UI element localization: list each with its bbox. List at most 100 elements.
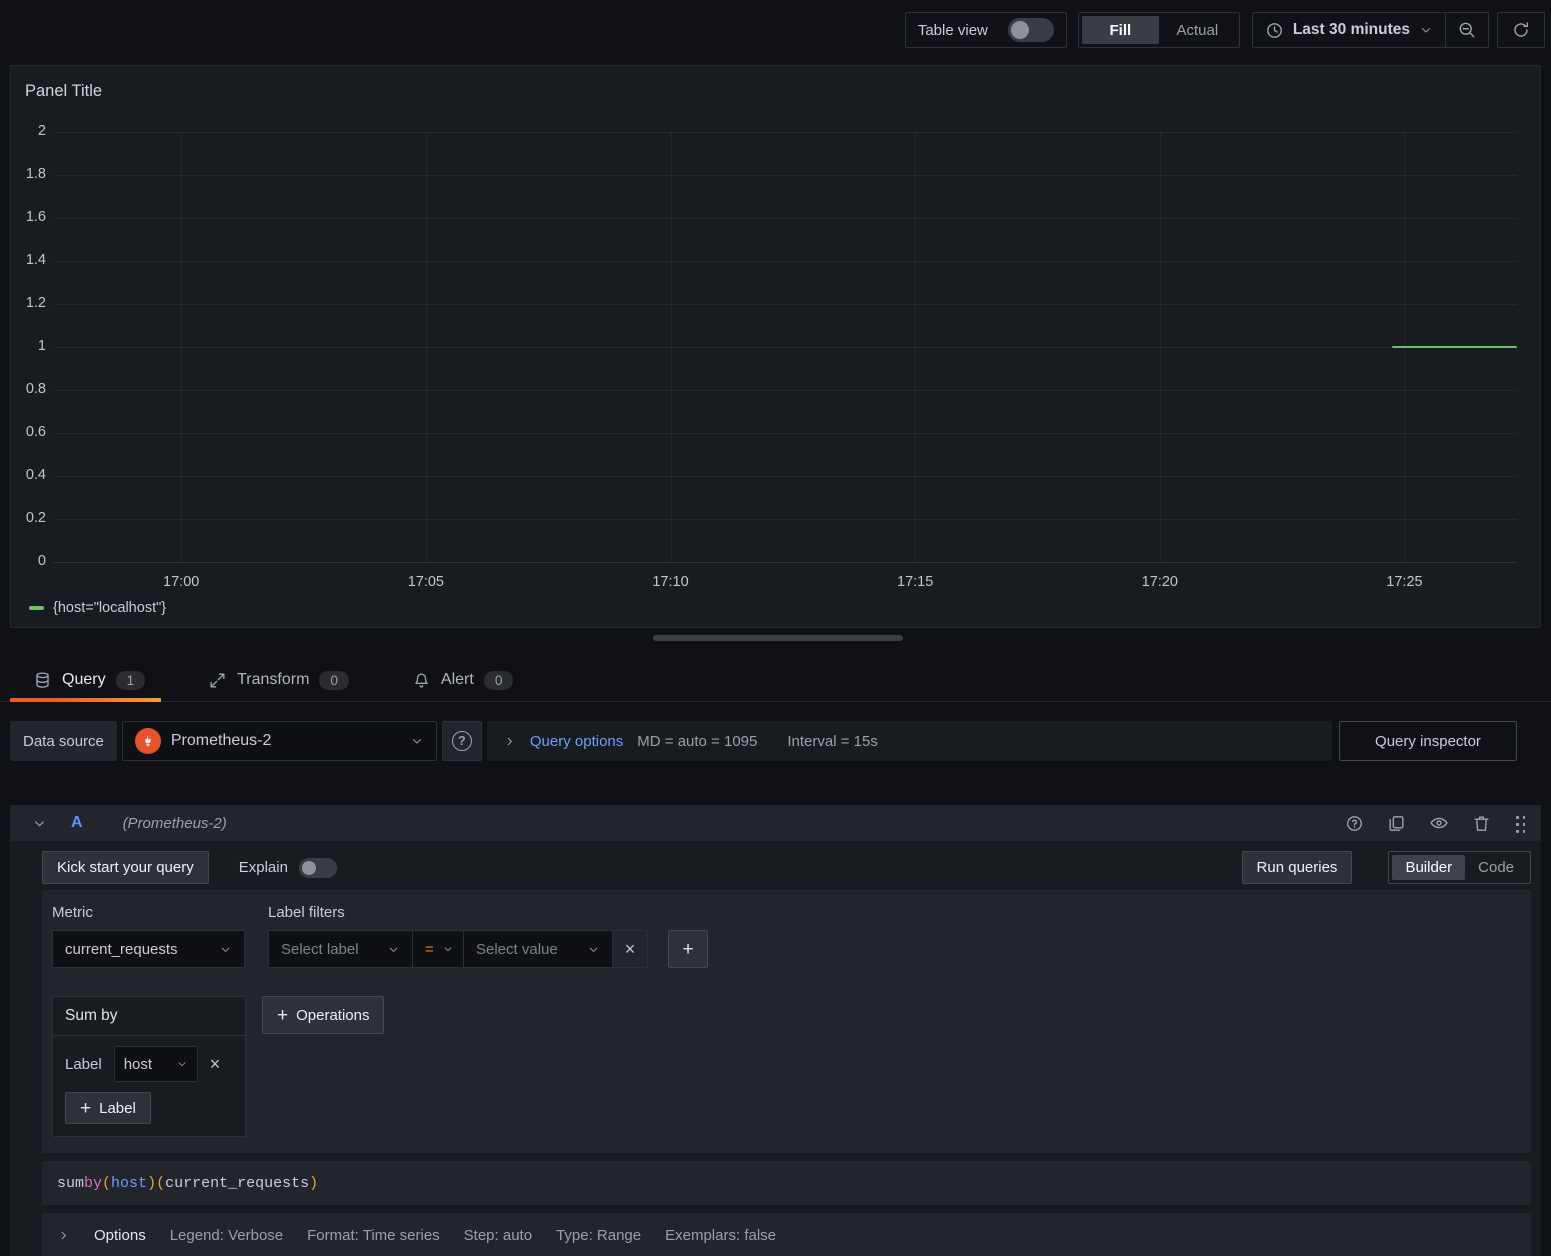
label-name-select[interactable]: Select label [268, 930, 413, 968]
add-label-button[interactable]: Label [65, 1092, 151, 1124]
sum-by-title[interactable]: Sum by [53, 997, 245, 1036]
table-view-control[interactable]: Table view [904, 12, 1067, 48]
options-step-summary: Step: auto [463, 1226, 533, 1244]
y-tick-label: 0.8 [25, 381, 46, 397]
zoom-out-button[interactable] [1445, 12, 1489, 48]
table-view-toggle[interactable] [1007, 18, 1054, 42]
prometheus-icon [134, 728, 161, 754]
remove-filter-button[interactable] [612, 930, 648, 968]
query-editor-card: A (Prometheus-2) Kick start your query E… [10, 805, 1541, 1256]
add-operations-button[interactable]: Operations [262, 996, 385, 1034]
options-format-summary: Format: Time series [307, 1226, 440, 1244]
fill-actual-segmented: Fill Actual [1077, 12, 1240, 48]
metric-field-label: Metric [52, 904, 93, 921]
chevron-down-icon [1419, 23, 1433, 37]
x-tick-label: 17:20 [1141, 574, 1178, 590]
tab-transform[interactable]: Transform 0 [185, 659, 365, 701]
kick-start-row: Kick start your query Explain Run querie… [42, 851, 1531, 884]
time-series-chart[interactable]: 0 0.2 0.4 0.6 0.8 1 1.2 1.4 1.6 1.8 2 17:00 17:05 17:… [11, 66, 1540, 627]
query-options-collapsible[interactable]: Query options MD = auto = 1095 Interval … [486, 721, 1332, 761]
drag-handle-icon[interactable] [1514, 813, 1525, 833]
eye-icon[interactable] [1429, 813, 1449, 833]
actual-button[interactable]: Actual [1159, 16, 1236, 44]
refresh-icon [1511, 20, 1531, 40]
plus-icon [277, 1006, 288, 1025]
gridline [1159, 132, 1161, 562]
close-icon [625, 940, 636, 958]
editor-tabs: Query 1 Transform 0 Alert 0 [0, 659, 1551, 702]
database-icon [33, 671, 52, 690]
code-token-text: sum [57, 1174, 85, 1192]
duplicate-icon[interactable] [1387, 814, 1406, 833]
promql-preview[interactable]: sum by(host) (current_requests) [42, 1161, 1531, 1205]
kick-start-button[interactable]: Kick start your query [42, 851, 209, 884]
trash-icon[interactable] [1472, 814, 1491, 833]
plus-icon [682, 940, 693, 959]
x-tick-label: 17:10 [652, 574, 689, 590]
max-datapoints-summary: MD = auto = 1095 [637, 732, 758, 750]
help-circle-icon [451, 731, 472, 751]
sum-by-label-select[interactable]: host [113, 1046, 198, 1082]
operations-label: Operations [296, 1006, 370, 1024]
code-token-text: current_requests [165, 1174, 310, 1192]
query-ref-id[interactable]: A [71, 814, 83, 831]
gridline [54, 347, 1517, 348]
chevron-down-icon [410, 734, 424, 748]
y-tick-label: 0.4 [25, 467, 46, 483]
label-value-placeholder: Select value [476, 940, 558, 958]
remove-sum-by-label-button[interactable] [210, 1055, 221, 1073]
options-collapsible[interactable]: Options Legend: Verbose Format: Time ser… [42, 1213, 1531, 1256]
metric-select[interactable]: current_requests [52, 930, 245, 968]
datasource-help-button[interactable] [441, 721, 482, 761]
code-token-paren: ( [102, 1174, 112, 1192]
explain-control: Explain [238, 857, 337, 878]
code-token-paren: ( [156, 1174, 166, 1192]
operator-value: = [425, 940, 434, 958]
explain-label: Explain [238, 859, 288, 876]
x-tick-label: 17:00 [163, 574, 200, 590]
label-value-select[interactable]: Select value [463, 930, 613, 968]
operator-select[interactable]: = [412, 930, 464, 968]
refresh-button[interactable] [1497, 12, 1545, 48]
code-token-keyword: by [84, 1174, 103, 1192]
gridline [54, 218, 1517, 219]
code-token-label: host [111, 1174, 148, 1192]
builder-button[interactable]: Builder [1392, 855, 1466, 880]
chevron-down-icon [176, 1058, 188, 1070]
explain-toggle[interactable] [298, 857, 337, 878]
help-icon[interactable] [1345, 814, 1364, 833]
query-options-label[interactable]: Query options [529, 732, 624, 750]
panel-title[interactable]: Panel Title [25, 82, 103, 100]
collapse-chevron-icon[interactable] [32, 816, 47, 831]
sum-by-operation-card: Sum by Label host [52, 996, 246, 1137]
code-button[interactable]: Code [1465, 855, 1527, 880]
gridline [54, 433, 1517, 434]
fill-button[interactable]: Fill [1081, 16, 1159, 44]
y-tick-label: 2 [37, 123, 46, 139]
clock-icon [1265, 21, 1284, 40]
builder-code-segmented: Builder Code [1388, 851, 1531, 884]
tab-alert[interactable]: Alert 0 [389, 659, 529, 701]
query-row-header[interactable]: A (Prometheus-2) [10, 805, 1541, 841]
datasource-value: Prometheus-2 [170, 732, 272, 749]
add-filter-button[interactable] [668, 930, 708, 968]
label-filter-group: Select label = Select value [268, 930, 648, 968]
time-range-picker[interactable]: Last 30 minutes [1251, 12, 1445, 48]
toggle-knob [301, 860, 316, 875]
datasource-select[interactable]: Prometheus-2 [121, 721, 437, 761]
query-right-controls: Run queries Builder Code [1241, 851, 1531, 884]
chevron-right-icon [57, 1229, 70, 1242]
y-tick-label: 0 [37, 553, 46, 569]
y-tick-label: 0.6 [25, 424, 46, 440]
plus-icon [80, 1099, 91, 1118]
tab-query[interactable]: Query 1 [10, 659, 162, 702]
operations-row: Sum by Label host [52, 996, 1519, 1137]
query-inspector-button[interactable]: Query inspector [1339, 721, 1517, 761]
horizontal-scrollbar[interactable] [653, 635, 903, 641]
run-queries-button[interactable]: Run queries [1241, 851, 1353, 884]
y-tick-label: 1.4 [25, 252, 46, 268]
chart-legend[interactable]: {host="localhost"} [29, 600, 166, 616]
chevron-right-icon [503, 735, 516, 748]
toggle-knob [1010, 21, 1029, 39]
legend-series-label[interactable]: {host="localhost"} [53, 600, 167, 616]
